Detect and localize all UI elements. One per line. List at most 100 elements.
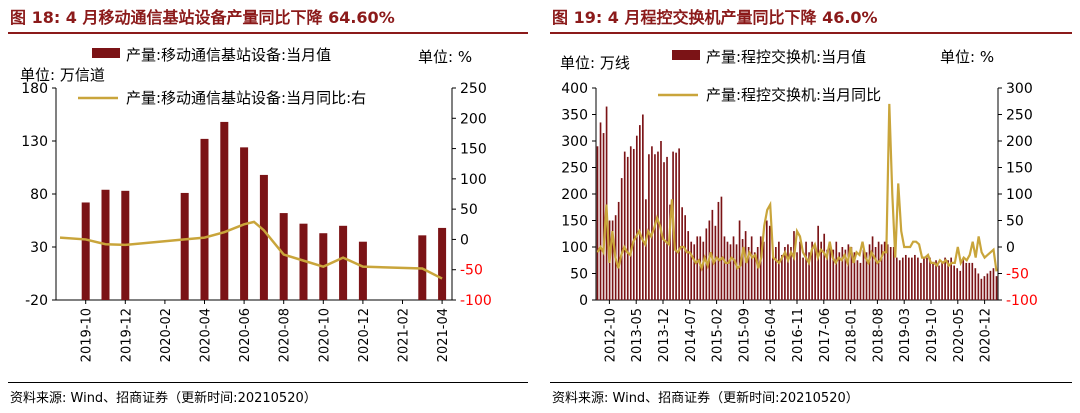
- fig19-bar: [844, 249, 847, 300]
- fig19-bar: [892, 247, 895, 300]
- fig19-bar: [889, 247, 892, 300]
- fig19-unit-left: 单位: 万线: [560, 54, 630, 72]
- fig19-bar: [920, 262, 922, 300]
- fig19-source-rule: [550, 382, 1072, 383]
- fig18-x-tick-label: 2021-04: [436, 308, 451, 362]
- fig19-bar: [793, 231, 795, 300]
- fig19-bar: [883, 241, 886, 300]
- fig19-bar: [714, 225, 717, 300]
- fig18-right-tick-label: 100: [460, 172, 487, 188]
- fig18-right-tick-label: 250: [460, 81, 487, 97]
- fig18-legend-line-label: 产量:移动通信基站设备:当月同比:右: [126, 89, 366, 107]
- fig19-x-tick-label: 2012-10: [603, 308, 618, 362]
- fig19-right-tick-label: -100: [1006, 293, 1038, 309]
- fig19-left-tick-label: 50: [570, 267, 588, 283]
- fig19-unit-right: 单位: %: [940, 48, 994, 66]
- fig19-bar: [865, 252, 868, 300]
- fig19-x-tick-label: 2015-09: [737, 308, 752, 362]
- fig19-bar: [756, 247, 759, 300]
- fig18-x-tick-label: 2020-04: [199, 308, 214, 362]
- fig19-bar: [638, 125, 641, 300]
- fig19-bar: [871, 236, 874, 300]
- fig19-bar: [687, 231, 690, 300]
- fig19-bar: [750, 236, 753, 300]
- fig19-x-tick-label: 2020-05: [952, 308, 967, 362]
- fig18-x-tick-label: 2020-08: [278, 308, 293, 362]
- fig18-x-tick-label: 2020-02: [159, 308, 174, 362]
- fig18-bar: [180, 192, 189, 300]
- fig18-bar: [81, 202, 90, 300]
- fig19-x-tick-label: 2016-11: [791, 308, 806, 362]
- fig18-bar: [339, 225, 348, 300]
- fig19-x-tick-label: 2019-10: [925, 308, 940, 362]
- fig19-bar: [626, 156, 629, 300]
- fig19-bar: [657, 151, 659, 300]
- fig19-bar: [880, 244, 883, 300]
- fig19-bar: [717, 201, 720, 300]
- fig19-title-rule: [550, 32, 1072, 34]
- fig19-bar: [944, 257, 946, 300]
- fig19-bar: [811, 241, 813, 300]
- fig19-bar: [651, 146, 653, 300]
- fig19-bar: [862, 249, 865, 300]
- fig19-bar: [874, 247, 877, 300]
- fig19-bar: [914, 254, 916, 300]
- fig19-bar: [762, 241, 765, 300]
- fig18-bar: [200, 138, 209, 300]
- fig19-x-tick-label: 2013-05: [630, 308, 645, 362]
- fig19-bar: [820, 241, 823, 300]
- fig18-right-tick-label: 150: [460, 142, 487, 158]
- fig19-bar: [995, 276, 998, 300]
- fig18-x-tick-label: 2019-10: [80, 308, 95, 362]
- fig19-bar: [886, 244, 889, 300]
- fig18-left-tick-label: 130: [21, 134, 48, 150]
- fig19-bar: [611, 220, 614, 300]
- fig19-right-tick-label: 0: [1006, 240, 1015, 256]
- fig19-bar: [605, 106, 608, 300]
- fig19-bar: [832, 249, 835, 300]
- fig19-bar: [723, 236, 726, 300]
- fig19-bar: [868, 244, 871, 300]
- fig19-bar: [765, 220, 768, 300]
- fig19-bar: [968, 262, 971, 300]
- fig19-x-tick-label: 2015-02: [711, 308, 726, 362]
- fig19-bar: [814, 247, 816, 300]
- fig19-bar: [901, 257, 904, 300]
- fig19-bar: [696, 236, 699, 300]
- fig19-bar: [596, 146, 599, 300]
- fig19-bar: [977, 273, 980, 300]
- fig19-bar: [959, 270, 962, 300]
- fig18-right-tick-label: 50: [460, 202, 478, 218]
- fig18-right-tick-label: 0: [460, 232, 469, 248]
- fig19-bar: [660, 141, 662, 300]
- fig19-bar: [771, 252, 774, 300]
- fig18-x-tick-label: 2019-12: [119, 308, 134, 362]
- fig19-bar: [980, 278, 983, 300]
- fig18-unit-right: 单位: %: [418, 48, 472, 66]
- fig19-bar: [796, 252, 798, 300]
- fig19-right-tick-label: 50: [1006, 214, 1024, 230]
- fig19-bar: [735, 244, 738, 300]
- fig19-bar: [898, 260, 901, 300]
- fig19-bar: [938, 265, 940, 300]
- fig19-left-tick-label: 400: [561, 81, 588, 97]
- fig19-title: 图 19: 4 月程控交换机产量同比下降 46.0%: [552, 8, 878, 27]
- fig19-bar: [992, 268, 995, 300]
- fig19-x-tick-label: 2020-12: [979, 308, 994, 362]
- fig19-bar: [623, 151, 626, 300]
- fig19-bar: [911, 257, 913, 300]
- fig19-bar: [629, 146, 632, 300]
- fig19-left-tick-label: 350: [561, 108, 588, 124]
- fig19-bar: [850, 247, 853, 300]
- fig18-right-tick-label: -50: [460, 263, 483, 279]
- fig19-bar: [663, 162, 665, 300]
- fig19-bar: [602, 133, 605, 300]
- fig19-bar: [669, 204, 671, 300]
- fig18-legend-bar-label: 产量:移动通信基站设备:当月值: [126, 46, 331, 64]
- fig19-bar: [917, 257, 919, 300]
- fig19-bar: [678, 148, 680, 300]
- fig19-bar: [693, 244, 696, 300]
- fig19-bar: [648, 154, 650, 300]
- fig19-bar: [775, 247, 777, 300]
